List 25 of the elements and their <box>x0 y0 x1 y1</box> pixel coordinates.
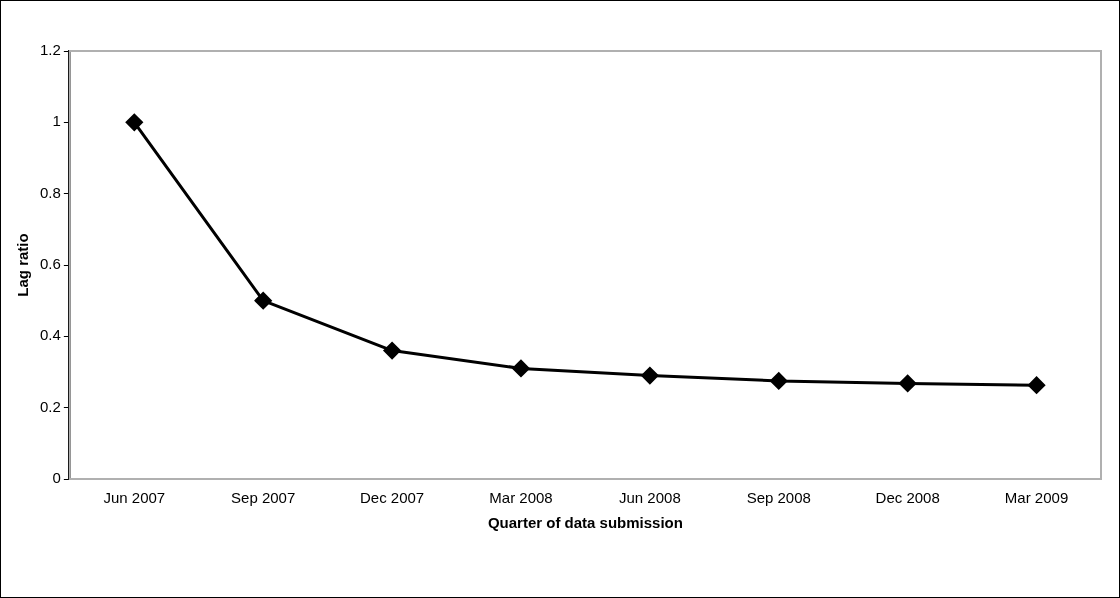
x-tick-label: Mar 2008 <box>489 489 553 507</box>
x-tick-label: Sep 2007 <box>231 489 296 507</box>
point <box>641 367 659 385</box>
point <box>512 359 530 377</box>
x-tick-label: Dec 2007 <box>359 489 425 507</box>
y-tick-label: 1.2 <box>39 41 61 59</box>
y-tick-label: 0.6 <box>39 255 61 273</box>
x-tick-label: Jun 2008 <box>619 489 681 507</box>
point <box>1028 376 1046 394</box>
y-tick-label: 1 <box>52 112 61 130</box>
point <box>125 113 143 131</box>
y-axis-title: Lag ratio <box>14 233 32 297</box>
x-tick-label: Dec 2008 <box>875 489 940 507</box>
x-tick-label: Sep 2008 <box>746 489 811 507</box>
y-tick-label: 0.8 <box>39 183 61 201</box>
y-tick-label: 0.2 <box>39 397 61 415</box>
y-tick-label: 0.4 <box>39 326 61 344</box>
point <box>254 292 272 310</box>
x-tick-label: Jun 2007 <box>103 489 166 507</box>
point <box>770 372 788 390</box>
point <box>383 342 401 360</box>
x-tick-label: Mar 2009 <box>1004 489 1069 507</box>
point <box>899 374 917 392</box>
y-tick-label: 0 <box>52 469 61 487</box>
x-axis-title: Quarter of data submission <box>487 514 683 532</box>
